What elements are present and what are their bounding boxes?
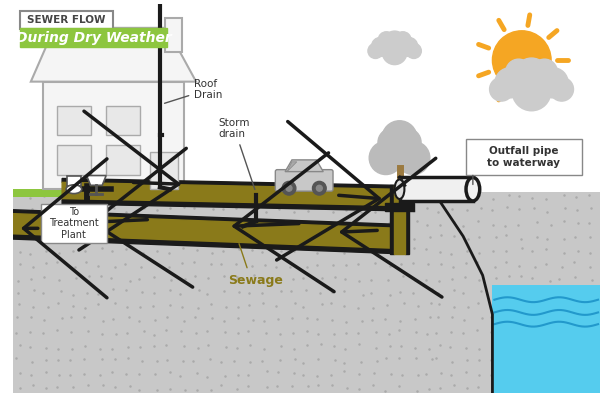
Bar xyxy=(57,106,91,135)
Circle shape xyxy=(512,72,551,111)
Circle shape xyxy=(378,32,395,48)
Bar xyxy=(400,177,473,201)
Circle shape xyxy=(395,32,411,48)
Bar xyxy=(150,152,178,189)
Circle shape xyxy=(382,121,417,156)
Bar xyxy=(20,11,113,29)
Text: Roof
Drain: Roof Drain xyxy=(164,79,223,103)
FancyBboxPatch shape xyxy=(275,170,333,191)
Bar xyxy=(13,192,600,393)
Circle shape xyxy=(399,37,418,56)
Polygon shape xyxy=(434,192,600,393)
Bar xyxy=(223,189,336,192)
Text: Outfall pipe
to waterway: Outfall pipe to waterway xyxy=(487,146,560,168)
Circle shape xyxy=(394,129,421,156)
Polygon shape xyxy=(13,214,400,250)
FancyBboxPatch shape xyxy=(466,139,583,175)
Bar xyxy=(223,189,336,201)
Circle shape xyxy=(378,129,406,156)
Circle shape xyxy=(538,68,568,98)
Circle shape xyxy=(493,31,551,89)
Bar xyxy=(67,177,81,186)
Text: During Dry Weather: During Dry Weather xyxy=(16,31,172,44)
Circle shape xyxy=(369,141,403,175)
Polygon shape xyxy=(62,179,395,189)
Polygon shape xyxy=(31,28,196,82)
Polygon shape xyxy=(62,200,395,211)
Circle shape xyxy=(506,59,532,85)
Bar xyxy=(434,192,600,393)
Circle shape xyxy=(313,181,326,195)
Bar xyxy=(406,185,409,254)
Circle shape xyxy=(316,185,322,191)
Bar xyxy=(331,189,439,197)
Ellipse shape xyxy=(66,185,82,194)
Bar xyxy=(385,203,414,211)
Circle shape xyxy=(286,185,292,191)
Polygon shape xyxy=(285,160,323,172)
Bar xyxy=(106,106,140,135)
Bar xyxy=(20,28,167,47)
Circle shape xyxy=(378,127,421,170)
Text: Storm
drain: Storm drain xyxy=(218,118,255,189)
Bar xyxy=(43,82,184,189)
Polygon shape xyxy=(493,285,600,393)
Circle shape xyxy=(397,141,430,175)
Text: Sewage: Sewage xyxy=(229,274,283,287)
Ellipse shape xyxy=(395,179,404,199)
Circle shape xyxy=(490,77,513,101)
Circle shape xyxy=(383,31,406,53)
Bar xyxy=(400,177,473,201)
Polygon shape xyxy=(86,175,106,185)
Polygon shape xyxy=(13,235,400,254)
Circle shape xyxy=(550,77,574,101)
Bar xyxy=(111,189,302,197)
Polygon shape xyxy=(62,182,395,207)
Ellipse shape xyxy=(466,177,480,201)
Bar xyxy=(57,145,91,175)
Circle shape xyxy=(514,58,549,93)
Text: To
Treatment
Plant: To Treatment Plant xyxy=(49,207,99,240)
Bar xyxy=(394,185,406,254)
Circle shape xyxy=(382,40,407,65)
Text: SEWER FLOW: SEWER FLOW xyxy=(27,15,105,25)
Circle shape xyxy=(282,181,296,195)
Circle shape xyxy=(495,68,525,98)
Bar xyxy=(390,185,394,254)
Polygon shape xyxy=(13,210,400,228)
Circle shape xyxy=(371,37,391,56)
Bar xyxy=(13,189,86,197)
Polygon shape xyxy=(287,162,297,172)
Circle shape xyxy=(368,43,383,58)
Bar xyxy=(41,204,107,243)
Circle shape xyxy=(532,59,557,85)
Bar xyxy=(106,145,140,175)
Circle shape xyxy=(406,43,421,58)
Bar xyxy=(165,18,182,52)
